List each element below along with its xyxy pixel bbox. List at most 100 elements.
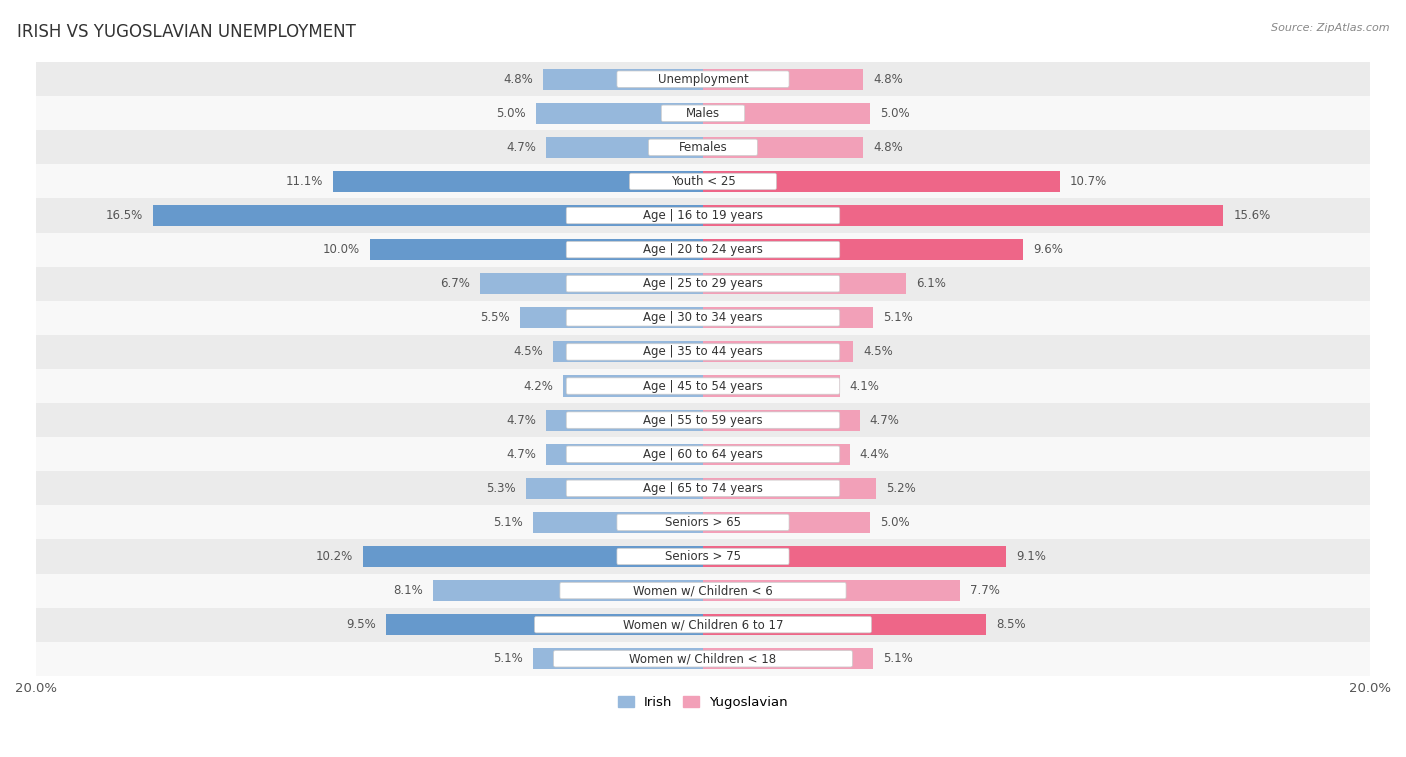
Text: 5.0%: 5.0% [496, 107, 526, 120]
Bar [37, 437, 1369, 472]
FancyBboxPatch shape [567, 480, 839, 497]
Text: 7.7%: 7.7% [970, 584, 1000, 597]
FancyBboxPatch shape [567, 241, 839, 258]
Text: Source: ZipAtlas.com: Source: ZipAtlas.com [1271, 23, 1389, 33]
Text: 5.1%: 5.1% [883, 653, 912, 665]
Text: 4.7%: 4.7% [870, 413, 900, 427]
FancyBboxPatch shape [567, 344, 839, 360]
Text: 9.5%: 9.5% [346, 618, 377, 631]
Bar [553, 341, 703, 363]
Bar [37, 335, 1369, 369]
Bar [37, 369, 1369, 403]
Bar [520, 307, 703, 329]
Bar [536, 103, 703, 124]
Text: Age | 20 to 24 years: Age | 20 to 24 years [643, 243, 763, 256]
Text: Age | 60 to 64 years: Age | 60 to 64 years [643, 447, 763, 461]
Bar [37, 472, 1369, 506]
Bar [37, 506, 1369, 540]
Text: Unemployment: Unemployment [658, 73, 748, 86]
Bar [37, 301, 1369, 335]
Bar [37, 403, 1369, 437]
Bar [37, 232, 1369, 266]
FancyBboxPatch shape [648, 139, 758, 155]
Text: Seniors > 75: Seniors > 75 [665, 550, 741, 563]
Bar [37, 164, 1369, 198]
Bar [703, 410, 859, 431]
Bar [703, 478, 876, 499]
Text: Age | 16 to 19 years: Age | 16 to 19 years [643, 209, 763, 222]
Bar [37, 540, 1369, 574]
Text: 4.8%: 4.8% [503, 73, 533, 86]
Bar [37, 608, 1369, 642]
Text: 5.1%: 5.1% [494, 653, 523, 665]
Bar [543, 69, 703, 90]
Text: Females: Females [679, 141, 727, 154]
FancyBboxPatch shape [567, 276, 839, 292]
Bar [370, 239, 703, 260]
Text: 9.1%: 9.1% [1017, 550, 1046, 563]
Bar [703, 614, 987, 635]
FancyBboxPatch shape [630, 173, 776, 190]
Text: Youth < 25: Youth < 25 [671, 175, 735, 188]
Bar [703, 648, 873, 669]
Bar [37, 266, 1369, 301]
Bar [703, 103, 870, 124]
Text: 8.5%: 8.5% [997, 618, 1026, 631]
Bar [703, 375, 839, 397]
Text: 9.6%: 9.6% [1033, 243, 1063, 256]
Bar [37, 130, 1369, 164]
Text: 4.5%: 4.5% [513, 345, 543, 358]
FancyBboxPatch shape [567, 378, 839, 394]
Bar [37, 642, 1369, 676]
Bar [547, 137, 703, 158]
FancyBboxPatch shape [567, 207, 839, 224]
FancyBboxPatch shape [617, 514, 789, 531]
Text: 6.7%: 6.7% [440, 277, 470, 290]
FancyBboxPatch shape [560, 582, 846, 599]
FancyBboxPatch shape [567, 310, 839, 326]
Bar [547, 444, 703, 465]
Bar [703, 307, 873, 329]
Bar [703, 69, 863, 90]
FancyBboxPatch shape [534, 616, 872, 633]
Bar [703, 546, 1007, 567]
Bar [387, 614, 703, 635]
Bar [703, 205, 1223, 226]
Text: 5.3%: 5.3% [486, 481, 516, 495]
Bar [703, 580, 960, 601]
Bar [363, 546, 703, 567]
Bar [37, 96, 1369, 130]
Bar [703, 137, 863, 158]
Text: 4.7%: 4.7% [506, 141, 536, 154]
Bar [37, 574, 1369, 608]
Bar [533, 512, 703, 533]
Text: 4.8%: 4.8% [873, 73, 903, 86]
Text: 11.1%: 11.1% [285, 175, 323, 188]
Text: Women w/ Children < 18: Women w/ Children < 18 [630, 653, 776, 665]
FancyBboxPatch shape [567, 412, 839, 428]
Bar [433, 580, 703, 601]
Text: 5.0%: 5.0% [880, 516, 910, 529]
Bar [547, 410, 703, 431]
Text: 4.4%: 4.4% [859, 447, 890, 461]
Text: 4.1%: 4.1% [849, 379, 880, 393]
Text: 10.7%: 10.7% [1070, 175, 1107, 188]
Text: 10.2%: 10.2% [315, 550, 353, 563]
Text: 15.6%: 15.6% [1233, 209, 1271, 222]
FancyBboxPatch shape [554, 650, 852, 667]
Bar [703, 239, 1024, 260]
FancyBboxPatch shape [617, 71, 789, 87]
Legend: Irish, Yugoslavian: Irish, Yugoslavian [613, 690, 793, 714]
Text: Age | 65 to 74 years: Age | 65 to 74 years [643, 481, 763, 495]
Text: 5.2%: 5.2% [886, 481, 917, 495]
Text: Males: Males [686, 107, 720, 120]
Bar [526, 478, 703, 499]
Text: 4.7%: 4.7% [506, 413, 536, 427]
Text: 16.5%: 16.5% [105, 209, 143, 222]
Text: Age | 55 to 59 years: Age | 55 to 59 years [643, 413, 763, 427]
Text: Age | 45 to 54 years: Age | 45 to 54 years [643, 379, 763, 393]
Text: Women w/ Children 6 to 17: Women w/ Children 6 to 17 [623, 618, 783, 631]
Bar [479, 273, 703, 294]
Text: 4.7%: 4.7% [506, 447, 536, 461]
Text: Seniors > 65: Seniors > 65 [665, 516, 741, 529]
